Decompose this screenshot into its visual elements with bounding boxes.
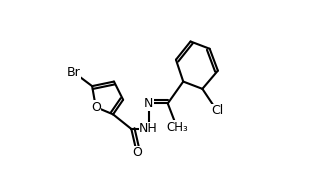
Text: Cl: Cl [211, 104, 223, 117]
Text: O: O [91, 101, 101, 114]
Text: NH: NH [139, 122, 158, 135]
Text: Br: Br [67, 66, 81, 79]
Text: N: N [144, 97, 153, 110]
Text: O: O [132, 146, 142, 159]
Text: CH₃: CH₃ [166, 121, 188, 134]
